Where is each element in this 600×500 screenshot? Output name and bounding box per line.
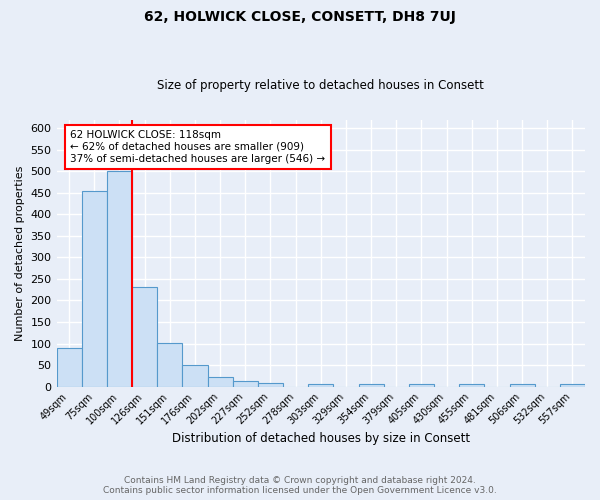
- Bar: [359, 384, 383, 386]
- Bar: [157, 342, 182, 386]
- Text: 62, HOLWICK CLOSE, CONSETT, DH8 7UJ: 62, HOLWICK CLOSE, CONSETT, DH8 7UJ: [144, 10, 456, 24]
- Bar: [107, 171, 132, 386]
- Bar: [182, 366, 208, 386]
- Bar: [56, 348, 82, 387]
- Bar: [132, 286, 157, 386]
- Bar: [82, 190, 107, 386]
- Bar: [409, 384, 434, 386]
- X-axis label: Distribution of detached houses by size in Consett: Distribution of detached houses by size …: [172, 432, 470, 445]
- Bar: [459, 384, 484, 386]
- Y-axis label: Number of detached properties: Number of detached properties: [15, 166, 25, 341]
- Bar: [208, 376, 233, 386]
- Bar: [509, 384, 535, 386]
- Text: 62 HOLWICK CLOSE: 118sqm
← 62% of detached houses are smaller (909)
37% of semi-: 62 HOLWICK CLOSE: 118sqm ← 62% of detach…: [70, 130, 326, 164]
- Title: Size of property relative to detached houses in Consett: Size of property relative to detached ho…: [157, 79, 484, 92]
- Text: Contains HM Land Registry data © Crown copyright and database right 2024.
Contai: Contains HM Land Registry data © Crown c…: [103, 476, 497, 495]
- Bar: [560, 384, 585, 386]
- Bar: [258, 382, 283, 386]
- Bar: [233, 380, 258, 386]
- Bar: [308, 384, 334, 386]
